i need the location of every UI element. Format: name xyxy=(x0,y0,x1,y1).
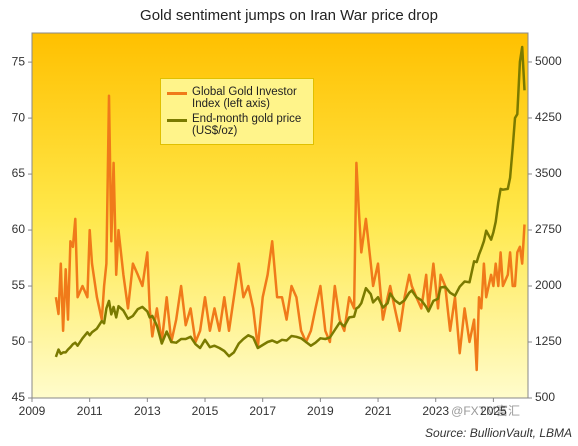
x-tick-label: 2025 xyxy=(480,404,507,418)
source: Source: BullionVault, LBMA xyxy=(425,426,572,440)
y2-tick-label: 2750 xyxy=(535,222,562,236)
legend-item: End-month gold price (US$/oz) xyxy=(167,113,307,137)
x-tick-label: 2021 xyxy=(365,404,392,418)
y-tick-label: 55 xyxy=(12,278,26,292)
watermark: @FXTM富汇 xyxy=(451,403,520,418)
y-tick-label: 70 xyxy=(12,110,26,124)
y2-tick-label: 2000 xyxy=(535,278,562,292)
y2-tick-label: 5000 xyxy=(535,54,562,68)
series-line xyxy=(54,45,526,358)
legend-label: Global Gold Investor Index (left axis) xyxy=(192,86,297,110)
y-tick-label: 45 xyxy=(12,390,26,404)
x-tick-label: 2019 xyxy=(307,404,334,418)
legend-label: End-month gold price (US$/oz) xyxy=(192,113,302,137)
y2-tick-label: 4250 xyxy=(535,110,562,124)
y-tick-label: 65 xyxy=(12,166,26,180)
y2-tick-label: 500 xyxy=(535,390,555,404)
x-tick-label: 2017 xyxy=(249,404,276,418)
x-tick-label: 2015 xyxy=(192,404,219,418)
x-tick-label: 2023 xyxy=(422,404,449,418)
y-tick-label: 75 xyxy=(12,54,26,68)
legend-swatch xyxy=(167,119,187,122)
y2-tick-label: 3500 xyxy=(535,166,562,180)
y-tick-label: 60 xyxy=(12,222,26,236)
plot-border xyxy=(31,32,529,399)
legend: Global Gold Investor Index (left axis) En… xyxy=(160,78,314,145)
y-tick-label: 50 xyxy=(12,334,26,348)
y2-tick-label: 1250 xyxy=(535,334,562,348)
x-tick-label: 2013 xyxy=(134,404,161,418)
chart-title: Gold sentiment jumps on Iran War price d… xyxy=(140,7,438,24)
legend-item: Global Gold Investor Index (left axis) xyxy=(167,86,307,110)
x-tick-label: 2011 xyxy=(77,404,103,418)
legend-swatch xyxy=(167,92,187,95)
x-tick-label: 2009 xyxy=(19,404,46,418)
series-line xyxy=(54,94,526,372)
